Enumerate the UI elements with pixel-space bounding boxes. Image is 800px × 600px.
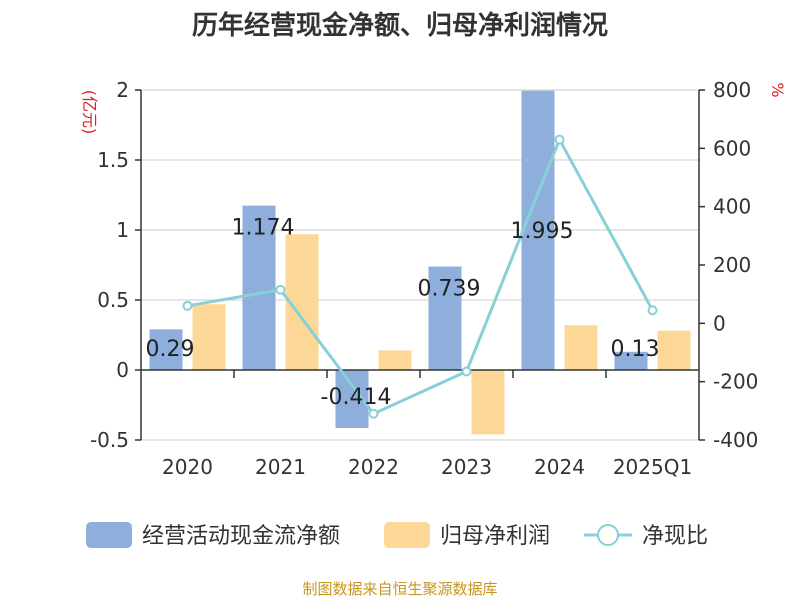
right-axis-tick: 0 xyxy=(713,311,726,335)
left-axis-tick: 2 xyxy=(116,78,129,102)
ratio-point xyxy=(368,408,379,419)
net-profit-bar xyxy=(657,330,691,370)
x-axis-tick: 2020 xyxy=(162,455,213,479)
legend-marker-ratio xyxy=(597,524,619,546)
cash-flow-data-label: 1.995 xyxy=(511,219,574,244)
right-axis-tick: 200 xyxy=(713,253,751,277)
ratio-line-layer xyxy=(182,134,658,419)
right-axis-unit: % xyxy=(768,82,787,97)
x-axis-tick: 2024 xyxy=(534,455,585,479)
legend-swatch-net-profit xyxy=(384,522,430,548)
cash-flow-bar xyxy=(614,351,648,370)
cash-flow-bar xyxy=(521,90,555,370)
x-axis-tick: 2023 xyxy=(441,455,492,479)
ratio-point xyxy=(647,305,658,316)
cash-flow-data-label: 0.29 xyxy=(146,337,195,362)
net-profit-bar xyxy=(471,370,505,435)
legend-label-net-profit: 归母净利润 xyxy=(440,524,550,549)
grid-lines xyxy=(141,89,699,441)
right-axis-tick: 400 xyxy=(713,195,751,219)
right-axis-tick: -200 xyxy=(713,370,758,394)
right-axis-tick: 800 xyxy=(713,78,751,102)
cash-flow-bar xyxy=(242,205,276,370)
ratio-point xyxy=(182,300,193,311)
cash-flow-data-label: 1.174 xyxy=(232,216,295,241)
chart-title: 历年经营现金净额、归母净利润情况 xyxy=(192,10,608,41)
source-note: 制图数据来自恒生聚源数据库 xyxy=(302,580,497,598)
legend-label-ratio: 净现比 xyxy=(642,524,708,549)
legend: 经营活动现金流净额 归母净利润 净现比 xyxy=(86,522,708,549)
left-axis-tick: 0.5 xyxy=(97,288,129,312)
ratio-line xyxy=(187,136,654,416)
right-axis-tick: 600 xyxy=(713,136,751,160)
data-labels-layer: 0.29 1.174 -0.414 0.739 1.995 0.13 xyxy=(146,216,660,410)
left-axis-tick: -0.5 xyxy=(90,428,129,452)
x-axis-tick: 2021 xyxy=(255,455,306,479)
legend-swatch-cash-flow xyxy=(86,522,132,548)
axes-layer: 2 1.5 1 0.5 0 -0.5 800 600 400 200 0 -200 -400 2020 20… xyxy=(90,78,758,479)
net-profit-bar xyxy=(378,350,412,370)
cash-flow-bar xyxy=(149,329,183,370)
x-axis-tick: 2022 xyxy=(348,455,399,479)
bars-layer xyxy=(149,90,691,435)
ratio-point xyxy=(554,134,565,145)
left-axis-tick: 1 xyxy=(116,218,129,242)
legend-label-cash-flow: 经营活动现金流净额 xyxy=(142,524,340,549)
cash-flow-data-label: 0.739 xyxy=(418,277,481,302)
left-axis-unit: (亿元) xyxy=(80,90,99,135)
ratio-point xyxy=(461,366,472,377)
left-axis-tick: 1.5 xyxy=(97,148,129,172)
cash-flow-data-label: -0.414 xyxy=(321,385,392,410)
net-profit-bar xyxy=(192,304,226,370)
cash-flow-bar xyxy=(428,266,462,370)
right-axis-tick: -400 xyxy=(713,428,758,452)
net-profit-bar xyxy=(564,325,598,370)
x-axis-tick: 2025Q1 xyxy=(613,455,692,479)
cash-flow-data-label: 0.13 xyxy=(611,337,660,362)
left-axis-tick: 0 xyxy=(116,358,129,382)
ratio-point xyxy=(275,284,286,295)
